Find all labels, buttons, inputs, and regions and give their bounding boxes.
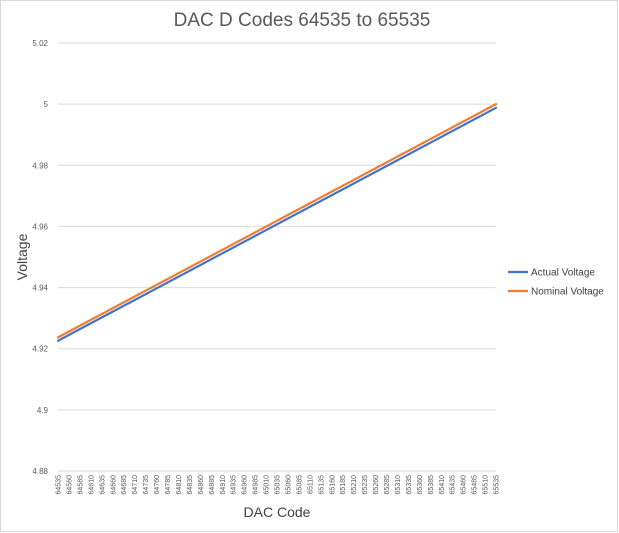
x-tick-label: 65510 xyxy=(483,475,490,495)
x-tick-label: 65460 xyxy=(461,475,468,495)
x-tick-label: 65085 xyxy=(296,475,303,495)
x-tick-label: 65260 xyxy=(373,475,380,495)
x-tick-label: 65135 xyxy=(318,475,325,495)
x-tick-label: 65035 xyxy=(275,475,282,495)
x-tick-label: 65385 xyxy=(428,475,435,495)
x-tick-label: 65185 xyxy=(340,475,347,495)
x-tick-label: 64635 xyxy=(99,475,106,495)
x-tick-label: 64685 xyxy=(121,475,128,495)
x-tick-label: 64810 xyxy=(176,475,183,495)
x-tick-label: 64710 xyxy=(132,475,139,495)
x-tick-label: 65335 xyxy=(406,475,413,495)
x-axis-title: DAC Code xyxy=(244,504,311,520)
x-tick-label: 65485 xyxy=(472,475,479,495)
x-tick-label: 64985 xyxy=(253,475,260,495)
x-tick-label: 64935 xyxy=(231,475,238,495)
chart-title: DAC D Codes 64535 to 65535 xyxy=(174,10,431,31)
x-tick-label: 65535 xyxy=(494,475,501,495)
y-tick-label: 4.94 xyxy=(32,284,48,293)
x-tick-label: 64585 xyxy=(77,475,84,495)
x-tick-label: 64535 xyxy=(56,475,63,495)
legend: Actual Voltage Nominal Voltage xyxy=(508,268,604,298)
series-lines xyxy=(56,103,498,342)
x-tick-label: 64910 xyxy=(220,475,227,495)
x-tick-label: 65285 xyxy=(384,475,391,495)
y-tick-label: 4.9 xyxy=(37,406,49,415)
x-tick-label: 64860 xyxy=(198,475,205,495)
legend-entry: Actual Voltage xyxy=(531,268,595,279)
x-tick-label: 64835 xyxy=(187,475,194,495)
x-tick-label: 64885 xyxy=(209,475,216,495)
x-tick-label: 65160 xyxy=(329,475,336,495)
x-tick-label: 65310 xyxy=(395,475,402,495)
x-tick-label: 65110 xyxy=(307,475,314,494)
x-tick-label: 64760 xyxy=(154,475,161,495)
x-tick-label: 65410 xyxy=(439,475,446,495)
y-tick-label: 4.96 xyxy=(32,222,48,231)
series-line xyxy=(56,103,498,339)
x-tick-label: 65435 xyxy=(450,475,457,495)
x-tick-label: 64610 xyxy=(88,475,95,495)
x-tick-label: 64785 xyxy=(165,475,172,495)
series-line xyxy=(56,106,498,342)
y-axis-ticks: 4.88 4.9 4.92 4.94 4.96 4.98 5 5.02 xyxy=(32,39,48,476)
y-tick-label: 4.92 xyxy=(32,345,48,354)
y-axis-title: Voltage xyxy=(14,233,30,280)
x-axis-ticks: 64535 64560 64585 64610 64635 64660 64685 64710… xyxy=(56,475,501,495)
y-tick-label: 4.88 xyxy=(32,467,48,476)
y-tick-label: 4.98 xyxy=(32,161,48,170)
x-tick-label: 65010 xyxy=(264,475,271,495)
x-tick-label: 65210 xyxy=(351,475,358,495)
x-tick-label: 65360 xyxy=(417,475,424,495)
x-tick-label: 64960 xyxy=(242,475,249,495)
y-tick-label: 5 xyxy=(44,100,49,109)
x-tick-label: 65060 xyxy=(285,475,292,495)
y-tick-label: 5.02 xyxy=(32,39,48,48)
x-tick-label: 64560 xyxy=(66,475,73,495)
legend-entry: Nominal Voltage xyxy=(531,287,604,298)
gridlines xyxy=(58,42,496,472)
x-tick-label: 64660 xyxy=(110,475,117,495)
x-tick-label: 64735 xyxy=(143,475,150,495)
x-tick-label: 65235 xyxy=(362,475,369,495)
